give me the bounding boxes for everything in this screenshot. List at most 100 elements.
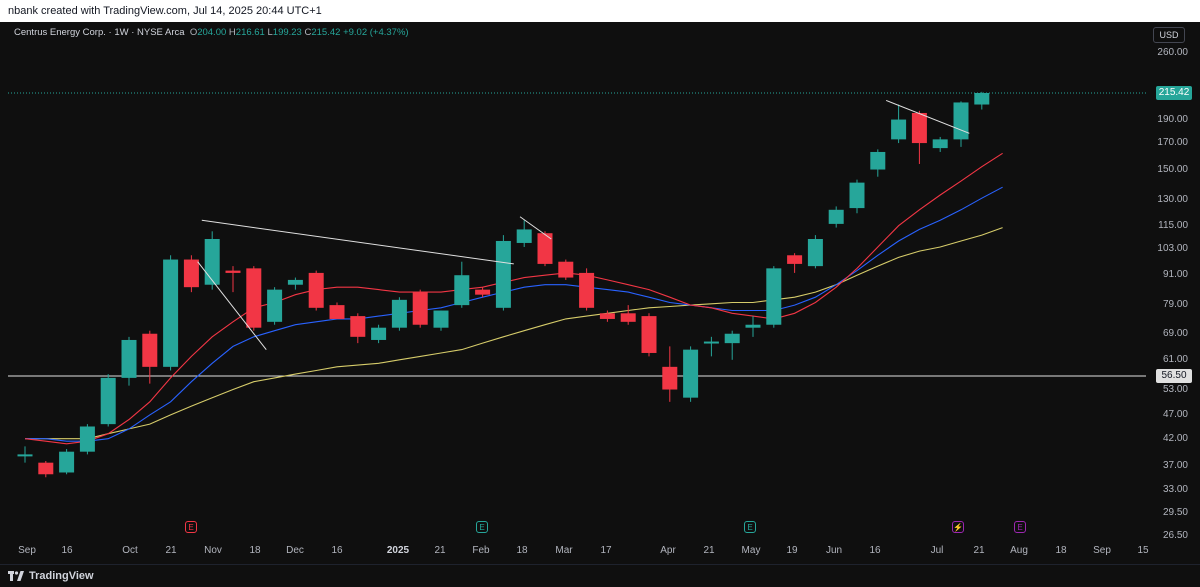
trendline	[201, 219, 514, 265]
x-tick-label: Apr	[660, 545, 676, 556]
attribution-text: nbank created with TradingView.com, Jul …	[8, 5, 322, 17]
candle-body	[787, 255, 803, 264]
candle-body	[828, 209, 844, 224]
candle-body	[308, 272, 324, 308]
x-tick-label: Aug	[1010, 545, 1028, 556]
x-tick-label: Feb	[472, 545, 490, 556]
earnings-event-marker[interactable]: E	[476, 521, 488, 533]
x-tick-label: May	[741, 545, 761, 556]
x-tick-label: 16	[61, 545, 73, 556]
candle-body	[371, 327, 387, 340]
candle-body	[620, 313, 636, 322]
ma-mid-line	[25, 186, 1003, 442]
candle-body	[662, 366, 678, 390]
x-tick-label: Dec	[286, 545, 304, 556]
candle-body	[724, 333, 740, 344]
candle-body	[558, 261, 574, 278]
x-tick-label: 15	[1137, 545, 1149, 556]
attribution-bar: nbank created with TradingView.com, Jul …	[0, 0, 1200, 22]
candle-body	[495, 240, 511, 308]
earnings-event-marker[interactable]: ⚡	[952, 521, 964, 533]
candle-body	[121, 339, 137, 378]
trendline	[519, 216, 552, 240]
y-tick-label: 170.00	[1157, 137, 1188, 149]
candle-body	[183, 259, 199, 288]
high-label: H	[228, 27, 236, 38]
candle-body	[391, 299, 407, 328]
candle-body	[350, 316, 366, 337]
earnings-event-marker[interactable]: E	[1014, 521, 1026, 533]
earnings-event-marker[interactable]: E	[185, 521, 197, 533]
currency-button[interactable]: USD	[1153, 27, 1185, 43]
last-price-tag: 215.42	[1156, 86, 1192, 100]
candle-body	[287, 279, 303, 285]
candle-body	[412, 292, 428, 325]
open-value: 204.00	[197, 27, 227, 38]
candle-body	[59, 451, 75, 473]
close-label: C	[304, 27, 312, 38]
candle-body	[891, 119, 907, 140]
x-tick-label: 18	[516, 545, 528, 556]
candle-body	[599, 313, 615, 319]
candle-body	[163, 259, 179, 367]
y-tick-label: 47.00	[1162, 408, 1188, 420]
close-value: 215.42	[311, 27, 341, 38]
y-tick-label: 37.00	[1162, 459, 1188, 471]
y-tick-label: 69.00	[1162, 327, 1188, 339]
y-tick-label: 260.00	[1157, 47, 1188, 59]
x-tick-label: 16	[331, 545, 343, 556]
candle-body	[433, 310, 449, 328]
x-tick-label: Sep	[1093, 545, 1111, 556]
candle-body	[142, 333, 158, 367]
y-tick-label: 79.00	[1162, 299, 1188, 311]
candle-body	[932, 139, 948, 149]
candle-body	[246, 268, 262, 328]
candle-body	[204, 239, 220, 285]
x-tick-label: 21	[973, 545, 985, 556]
x-tick-label: 2025	[386, 545, 410, 556]
candle-body	[849, 182, 865, 209]
candle-body	[329, 305, 345, 319]
symbol-name: Centrus Energy Corp. · 1W · NYSE Arca	[14, 27, 185, 38]
y-tick-label: 190.00	[1157, 113, 1188, 125]
tradingview-icon	[8, 571, 24, 581]
brand-label: TradingView	[29, 570, 94, 582]
candle-body	[807, 239, 823, 267]
x-tick-label: 19	[786, 545, 798, 556]
y-tick-label: 91.00	[1162, 269, 1188, 281]
open-label: O	[189, 27, 198, 38]
candle-body	[17, 454, 33, 457]
candle-body	[974, 93, 990, 105]
trendline	[197, 261, 267, 350]
candle-body	[516, 229, 532, 243]
candle-body	[454, 275, 470, 306]
x-tick-label: Mar	[555, 545, 573, 556]
candle-body	[745, 324, 761, 328]
candle-body	[641, 316, 657, 353]
y-tick-label: 53.00	[1162, 383, 1188, 395]
high-value: 216.61	[235, 27, 265, 38]
candle-body	[579, 272, 595, 308]
y-tick-label: 150.00	[1157, 163, 1188, 175]
chart-panel[interactable]	[8, 22, 1192, 564]
y-tick-label: 29.50	[1162, 507, 1188, 519]
y-tick-label: 33.00	[1162, 483, 1188, 495]
candle-body	[870, 151, 886, 170]
y-tick-label: 103.00	[1157, 243, 1188, 255]
x-tick-label: 18	[249, 545, 261, 556]
candle-body	[225, 270, 241, 273]
candle-body	[683, 349, 699, 398]
tradingview-logo[interactable]: TradingView	[8, 570, 94, 582]
candle-body	[267, 289, 283, 322]
low-label: L	[267, 27, 273, 38]
x-tick-label: Sep	[18, 545, 36, 556]
x-tick-label: Jul	[930, 545, 944, 556]
earnings-event-marker[interactable]: E	[744, 521, 756, 533]
footer-bar: TradingView	[0, 564, 1200, 587]
x-tick-label: Oct	[122, 545, 138, 556]
symbol-legend: Centrus Energy Corp. · 1W · NYSE Arca O2…	[14, 27, 409, 38]
candle-body	[911, 112, 927, 144]
y-tick-label: 26.50	[1162, 530, 1188, 542]
y-tick-label: 130.00	[1157, 193, 1188, 205]
